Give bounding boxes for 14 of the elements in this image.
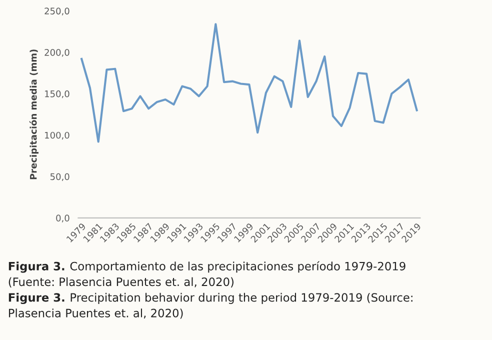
text: Plasencia Puentes et. al, 2020) [8, 308, 183, 319]
y-tick-label: 100,0 [45, 132, 70, 140]
text: Figura 3. [8, 262, 64, 273]
y-tick-label: 50,0 [50, 173, 70, 182]
y-axis-title: Precipitación media (mm) [29, 50, 38, 180]
y-tick-label: 150,0 [45, 90, 70, 98]
text: (Fuente: Plasencia Puentes et. al, 2020) [8, 277, 234, 288]
text: Precipitation behavior during the period 1979-2019 (Source: [70, 292, 412, 304]
y-tick-label: 200,0 [44, 49, 70, 57]
y-tick-label: 0,0 [56, 214, 70, 222]
line-series [80, 23, 418, 143]
caption: Figure 3. [8, 292, 64, 304]
text: Comportamiento de las precipitaciones período 1979-2019 [70, 261, 406, 273]
y-tick-label: 250,0 [44, 8, 70, 16]
